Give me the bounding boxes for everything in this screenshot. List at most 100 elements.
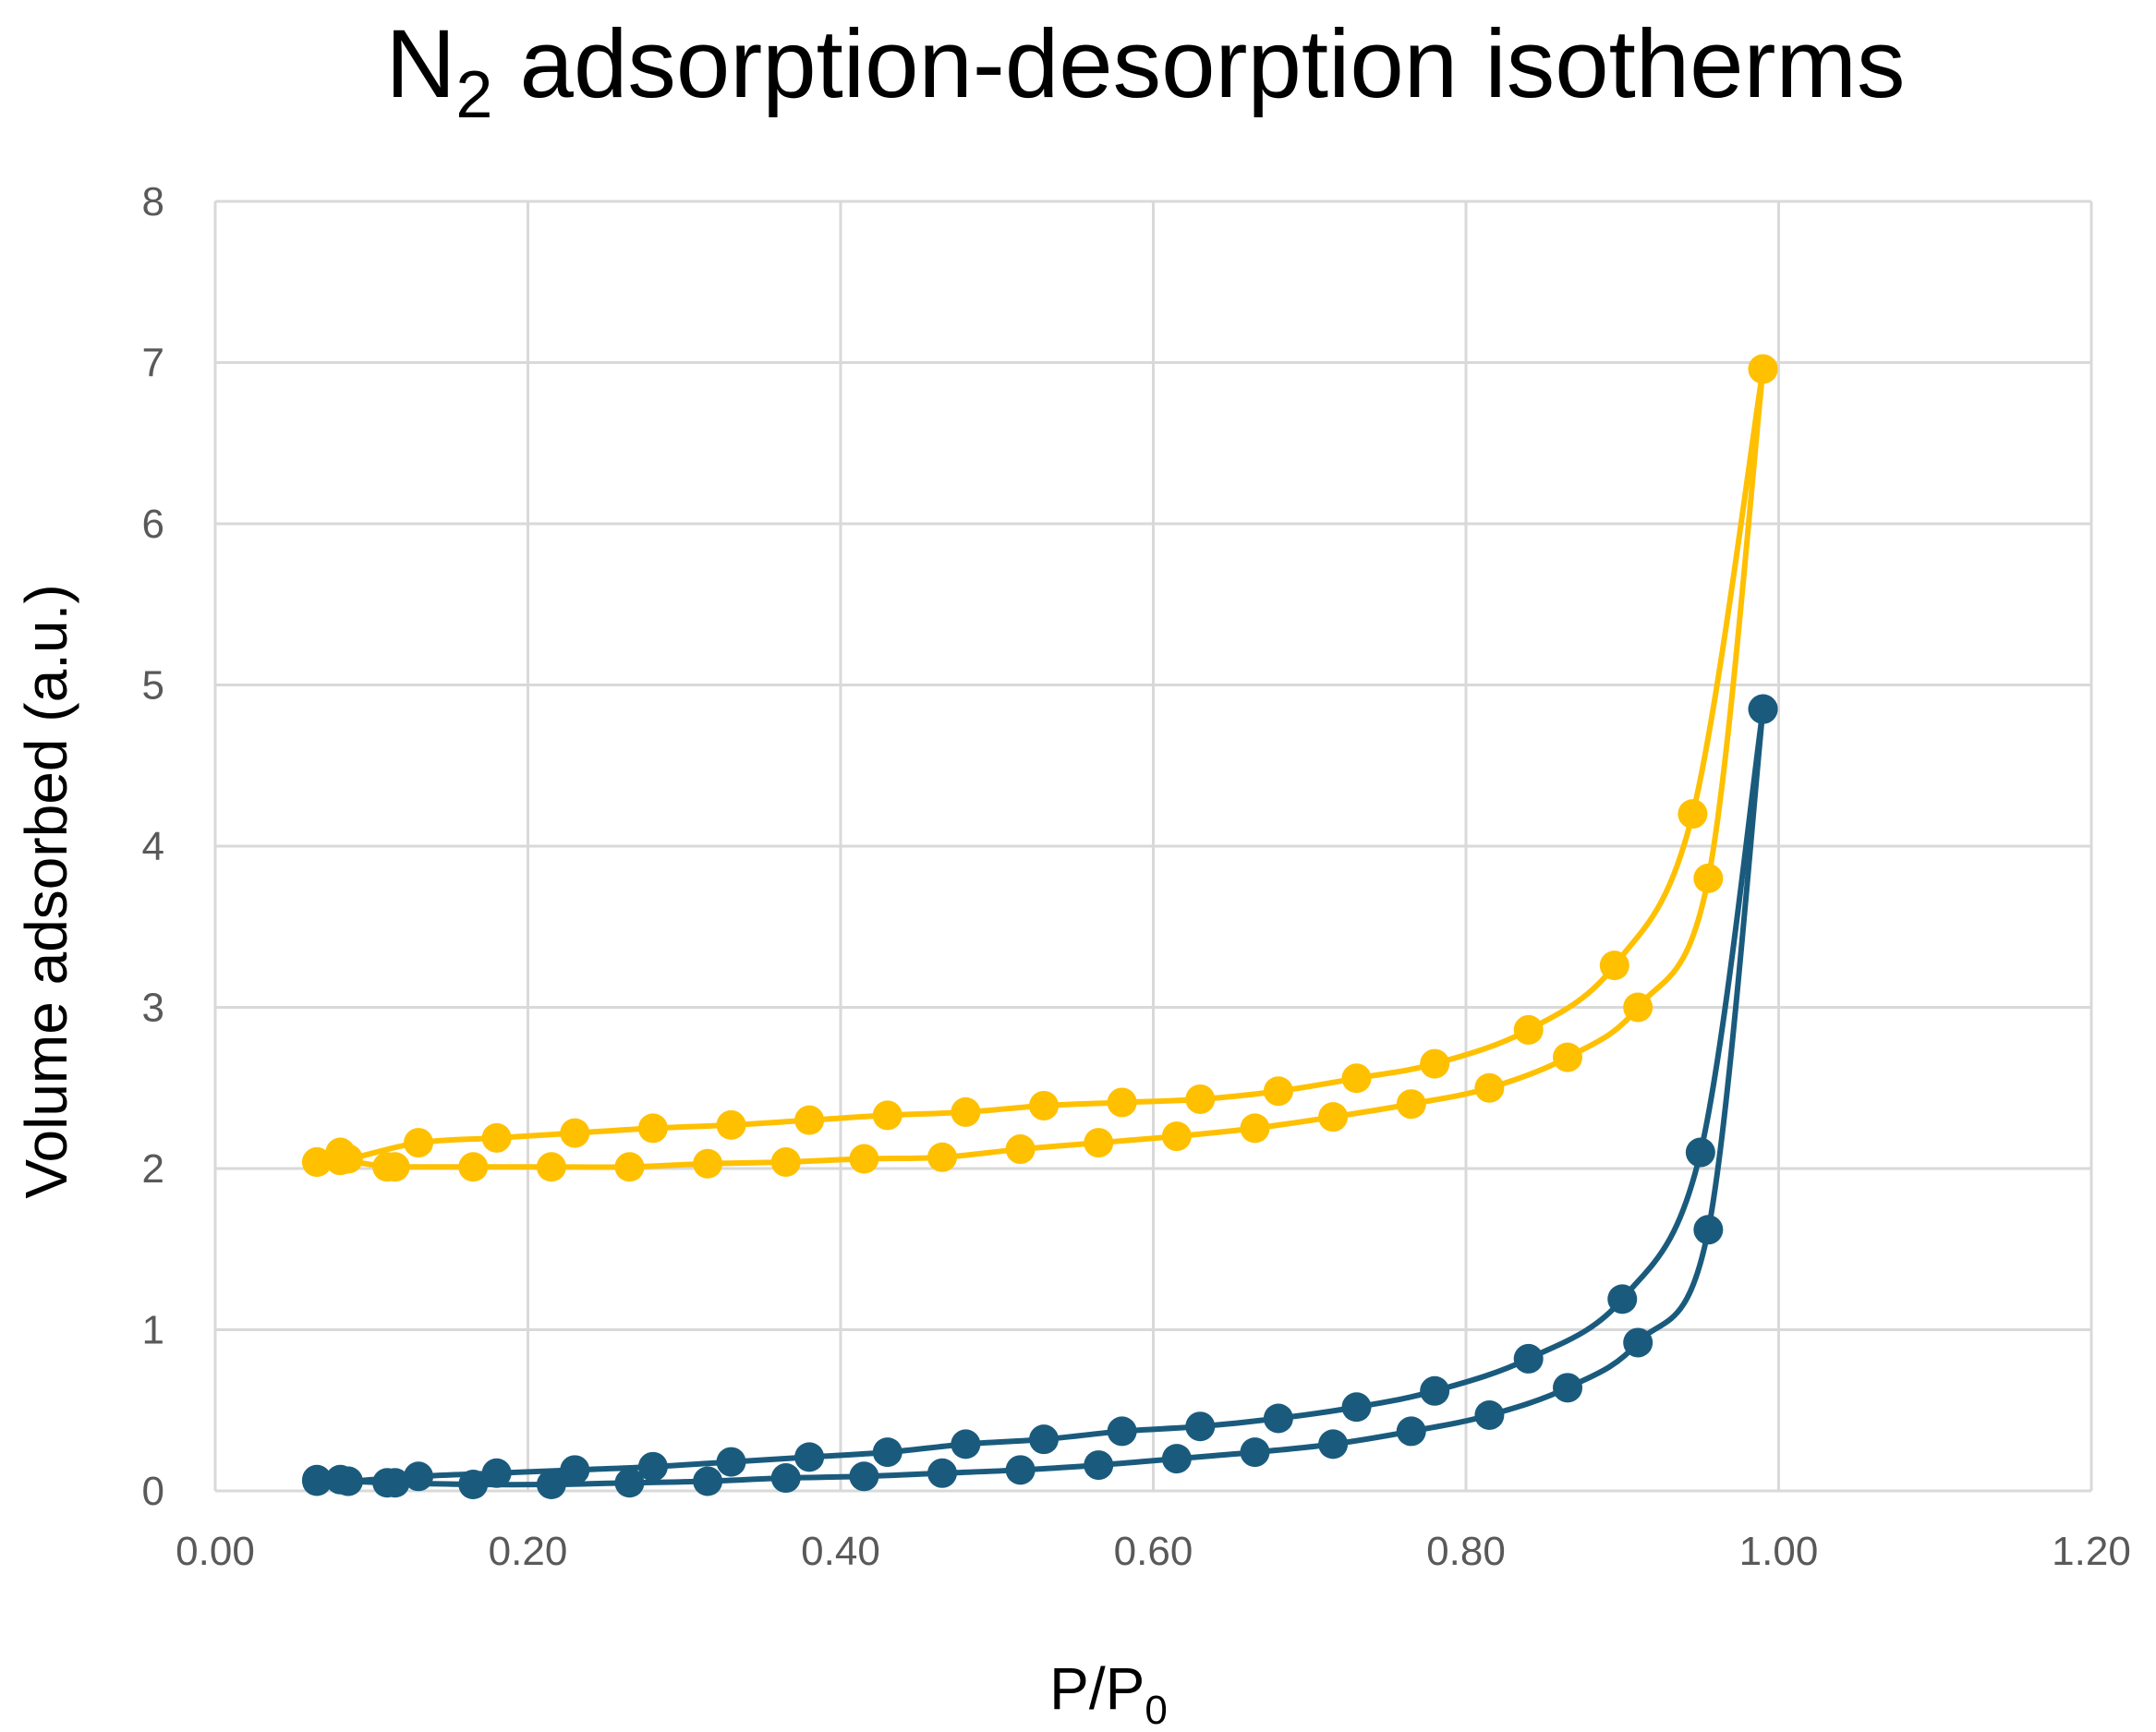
- data-point: [1678, 799, 1708, 830]
- data-point: [951, 1429, 981, 1459]
- series-line: [316, 369, 1766, 1170]
- data-point: [1474, 1399, 1505, 1430]
- data-point: [536, 1470, 566, 1500]
- data-point: [1420, 1048, 1450, 1079]
- y-tick-label: 6: [142, 502, 164, 547]
- data-point: [1263, 1403, 1293, 1434]
- data-point: [1185, 1411, 1216, 1442]
- x-tick-label: 1.00: [1739, 1529, 1819, 1574]
- y-tick-labels: 0 1 2 3 4 5 6 7 8: [142, 179, 164, 1514]
- axes: [213, 201, 2091, 1493]
- data-point: [927, 1458, 958, 1488]
- data-point: [481, 1122, 512, 1153]
- y-tick-label: 1: [142, 1308, 164, 1353]
- y-tick-label: 4: [142, 824, 164, 869]
- data-point: [481, 1458, 512, 1488]
- data-point: [302, 1147, 333, 1178]
- series-blue-desorption: [302, 694, 1778, 1496]
- data-point: [1084, 1128, 1114, 1158]
- data-point: [1474, 1072, 1505, 1103]
- x-tick-label: 0.00: [176, 1529, 255, 1574]
- data-point: [380, 1152, 410, 1182]
- data-point: [458, 1152, 489, 1182]
- x-axis-label: P/P0: [1049, 1655, 1168, 1732]
- data-point: [1748, 694, 1778, 724]
- data-point: [560, 1118, 590, 1148]
- data-point: [872, 1100, 902, 1131]
- data-point: [1161, 1444, 1192, 1474]
- data-point: [1107, 1416, 1137, 1447]
- data-point: [1513, 1014, 1544, 1045]
- data-point: [1005, 1134, 1036, 1165]
- x-tick-label: 0.80: [1426, 1529, 1506, 1574]
- data-point: [333, 1144, 363, 1174]
- data-point: [770, 1463, 801, 1494]
- y-tick-label: 0: [142, 1469, 164, 1514]
- data-point: [1513, 1343, 1544, 1374]
- data-point: [614, 1468, 645, 1498]
- x-tick-label: 0.40: [801, 1529, 880, 1574]
- data-point: [560, 1455, 590, 1485]
- data-point: [872, 1437, 902, 1468]
- data-point: [1318, 1102, 1349, 1132]
- x-tick-label: 0.20: [489, 1529, 568, 1574]
- y-axis-label: Volume adsorbed (a.u.): [13, 584, 79, 1198]
- data-point: [1748, 354, 1778, 384]
- series-orange-desorption: [302, 354, 1778, 1178]
- data-point: [614, 1152, 645, 1182]
- data-point: [637, 1113, 668, 1144]
- data-point: [794, 1442, 825, 1472]
- y-tick-label: 8: [142, 179, 164, 224]
- data-point: [1396, 1089, 1426, 1120]
- data-point: [637, 1451, 668, 1482]
- data-point: [333, 1466, 363, 1496]
- data-point: [1599, 951, 1629, 981]
- data-point: [849, 1461, 879, 1492]
- data-point: [1107, 1087, 1137, 1118]
- data-point: [1084, 1450, 1114, 1481]
- data-point: [1029, 1090, 1060, 1120]
- data-point: [1685, 1137, 1715, 1168]
- data-point: [1185, 1084, 1216, 1114]
- data-point: [1029, 1424, 1060, 1455]
- data-point: [404, 1128, 434, 1158]
- y-tick-label: 5: [142, 663, 164, 709]
- x-tick-label: 1.20: [2052, 1529, 2131, 1574]
- x-tick-labels: 0.00 0.20 0.40 0.60 0.80 1.00 1.20: [176, 1529, 2131, 1574]
- data-point: [404, 1461, 434, 1492]
- data-point: [1341, 1063, 1372, 1094]
- y-tick-label: 2: [142, 1146, 164, 1192]
- gridlines: [215, 200, 2093, 1491]
- data-point: [1263, 1076, 1293, 1107]
- y-tick-label: 7: [142, 341, 164, 386]
- series-line: [315, 369, 1766, 1165]
- data-point: [1240, 1113, 1270, 1144]
- data-point: [849, 1144, 879, 1174]
- data-point: [693, 1466, 723, 1496]
- data-point: [1396, 1416, 1426, 1447]
- data-point: [927, 1142, 958, 1172]
- data-point: [1341, 1392, 1372, 1423]
- data-point: [1553, 1042, 1583, 1072]
- data-point: [794, 1105, 825, 1135]
- data-point: [1693, 1215, 1724, 1245]
- data-point: [951, 1096, 981, 1127]
- data-point: [1161, 1121, 1192, 1152]
- x-tick-label: 0.60: [1114, 1529, 1193, 1574]
- data-point: [1005, 1455, 1036, 1485]
- data-point: [693, 1148, 723, 1179]
- data-point: [716, 1109, 746, 1140]
- y-tick-label: 3: [142, 986, 164, 1031]
- data-point: [1553, 1373, 1583, 1403]
- data-point: [1623, 1327, 1653, 1358]
- data-point: [1623, 992, 1653, 1023]
- data-series: [302, 354, 1778, 1500]
- data-point: [536, 1152, 566, 1182]
- data-point: [1240, 1437, 1270, 1468]
- data-point: [302, 1466, 333, 1496]
- data-point: [1318, 1429, 1349, 1459]
- chart-title: N2 adsorption-desorption isotherms: [386, 10, 1906, 132]
- data-point: [770, 1147, 801, 1178]
- data-point: [716, 1447, 746, 1477]
